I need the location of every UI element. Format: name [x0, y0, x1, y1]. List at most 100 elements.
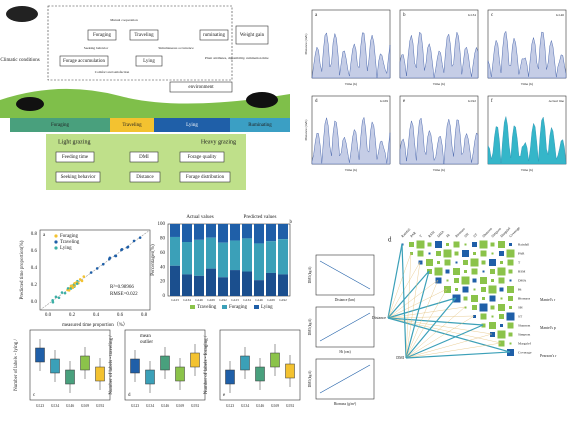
cell — [443, 249, 452, 258]
cell — [509, 279, 512, 282]
panel-label: a — [315, 13, 318, 18]
cell — [479, 303, 488, 312]
point — [114, 254, 117, 258]
cell — [444, 286, 451, 293]
frame — [47, 5, 233, 81]
cell — [490, 305, 495, 310]
panel-frame — [29, 329, 111, 401]
link — [387, 252, 412, 319]
box — [50, 358, 60, 374]
strip-seg — [10, 118, 110, 132]
panel-frame — [315, 306, 375, 348]
col-label: Ht — [445, 233, 450, 238]
box — [285, 363, 295, 379]
legend-label: Lying — [60, 246, 72, 251]
cell — [506, 249, 515, 258]
x-tick-label: GI.46 — [195, 298, 203, 302]
link — [387, 315, 475, 319]
cell — [426, 259, 433, 266]
x-tick-label: GI.34 — [183, 298, 191, 302]
label: Lying — [143, 59, 155, 64]
cell — [481, 323, 486, 328]
node — [129, 171, 161, 183]
cell — [464, 243, 467, 246]
cell — [507, 349, 514, 356]
x-tick-label: 0.2 — [69, 313, 76, 318]
cell — [482, 270, 485, 273]
cell — [499, 287, 504, 292]
group-label: Predicted values — [244, 215, 277, 220]
panel-label: f — [491, 99, 493, 104]
col-label: RSM — [427, 230, 436, 239]
link — [387, 288, 448, 319]
bar-seg — [254, 280, 264, 296]
point — [69, 284, 73, 288]
label: Seeking behavior — [61, 175, 96, 180]
strip-label: Ruminating — [248, 123, 272, 128]
x-tick-label: GI.92 — [286, 404, 294, 408]
cell — [437, 261, 440, 264]
cell — [507, 259, 514, 266]
link — [405, 342, 502, 359]
col-label: Shannon — [481, 227, 493, 239]
x-tick-label: GI.23 — [226, 404, 234, 408]
cell — [464, 306, 467, 309]
cloud — [6, 6, 38, 22]
bar-panel: b Actual values Predicted values Percent… — [151, 215, 293, 297]
y-tick-label: 80 — [160, 237, 166, 242]
row-label: Coverage — [518, 350, 532, 354]
cell — [473, 288, 476, 291]
bar-seg — [218, 242, 228, 278]
cell — [462, 286, 469, 293]
bar-seg — [278, 239, 288, 275]
bar-seg — [254, 224, 264, 244]
x-label: Time (h) — [521, 82, 534, 86]
label: Forage distribution — [186, 175, 225, 180]
point — [66, 287, 70, 290]
cell — [463, 260, 468, 265]
bar-seg — [266, 241, 276, 273]
point — [132, 239, 136, 243]
x-label: Biomass (g/m²) — [334, 402, 357, 406]
bar-seg — [194, 239, 204, 276]
x-label: Time (h) — [433, 82, 446, 86]
cell — [482, 297, 485, 300]
legend-dot — [54, 234, 58, 238]
node — [55, 151, 95, 163]
link — [405, 315, 475, 359]
cell — [455, 288, 458, 291]
box — [65, 369, 75, 385]
link — [405, 288, 448, 359]
box — [145, 369, 155, 385]
area — [311, 116, 391, 165]
bar-seg — [170, 265, 180, 296]
x-tick-label: GI.46 — [66, 404, 74, 408]
panel-tag: GI.92 — [468, 99, 476, 103]
legend-swatch — [190, 305, 195, 309]
panel-label: b — [290, 220, 293, 225]
bar-seg — [194, 224, 204, 240]
panel-tag: GI.69 — [380, 99, 388, 103]
x-tick-label: GI.69 — [207, 298, 215, 302]
link — [387, 243, 403, 319]
link — [387, 317, 493, 335]
x-tick-label: GI.34 — [243, 298, 251, 302]
col-label: SH — [463, 232, 469, 238]
link — [405, 351, 511, 359]
bar-seg — [206, 224, 216, 238]
cell — [507, 286, 514, 293]
cell — [446, 279, 449, 282]
cell — [498, 304, 505, 311]
label: Simultaneous occurrence — [158, 46, 194, 50]
cell — [508, 269, 513, 274]
link — [387, 270, 430, 319]
link — [387, 306, 466, 319]
cell — [500, 324, 503, 327]
panel-label: d — [388, 236, 392, 244]
cell — [500, 261, 503, 264]
bar-seg — [206, 268, 216, 296]
panel-label: d — [315, 99, 318, 104]
panel-label: c — [33, 393, 36, 398]
box — [240, 355, 250, 371]
row-label: PAR — [518, 251, 525, 255]
